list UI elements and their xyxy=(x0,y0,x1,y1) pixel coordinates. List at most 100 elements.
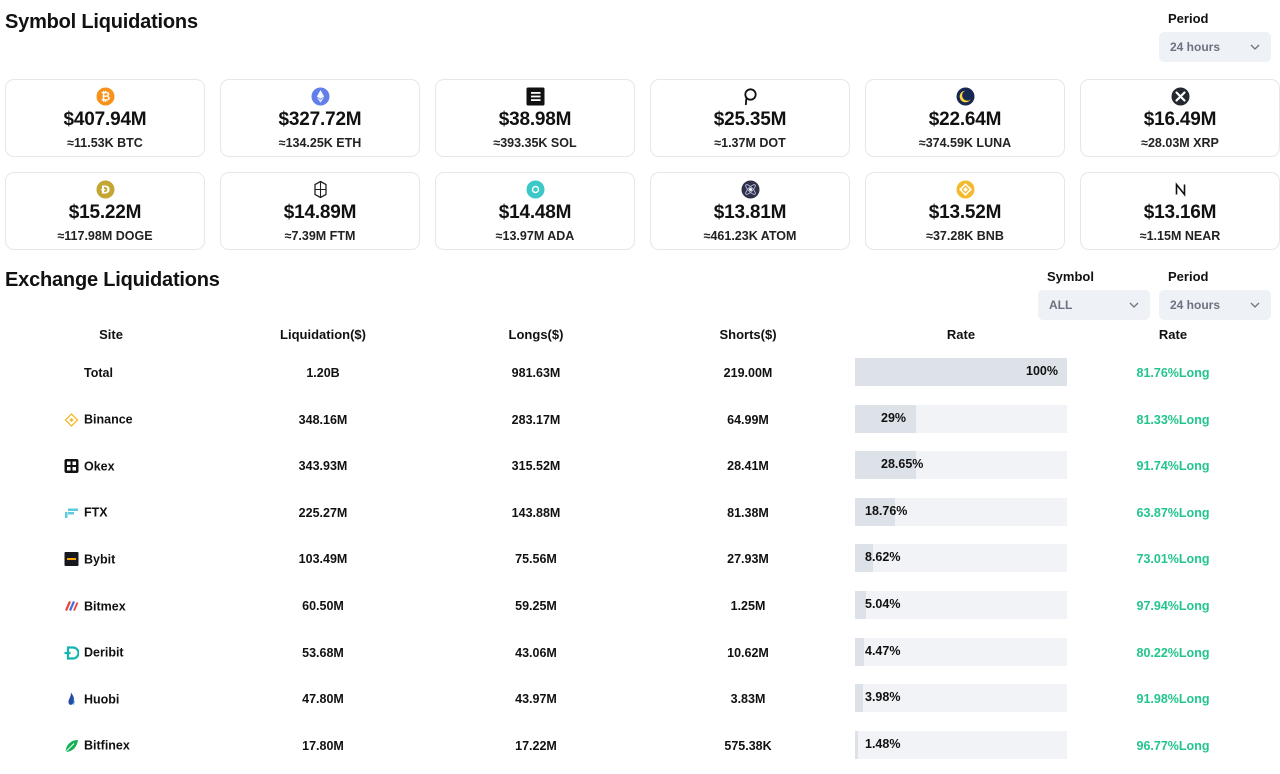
share-bar: 4.47% xyxy=(855,637,1067,666)
liquidation-cell: 225.27M xyxy=(298,505,348,520)
table-row[interactable]: Deribit 53.68M 43.06M 10.62M 4.47% 80.22%Long xyxy=(0,635,1280,671)
period-select[interactable]: 24 hours xyxy=(1159,32,1271,62)
share-percent: 18.76% xyxy=(865,503,908,518)
share-percent: 5.04% xyxy=(865,597,901,611)
terra-luna-icon xyxy=(956,87,975,106)
share-bar: 3.98% xyxy=(855,684,1067,713)
symbol-card[interactable]: $13.16M ≈1.15M NEAR xyxy=(1080,172,1280,250)
solana-icon xyxy=(526,87,545,106)
card-coin-amount: ≈461.23K ATOM xyxy=(703,229,797,243)
longs-cell: 283.17M xyxy=(511,412,561,427)
card-coin-amount: ≈374.59K LUNA xyxy=(918,136,1012,150)
longs-cell: 315.52M xyxy=(511,459,561,474)
shorts-cell: 1.25M xyxy=(730,599,766,613)
long-rate: 80.22%Long xyxy=(1136,645,1210,660)
card-liquidation-value: $407.94M xyxy=(63,109,147,130)
symbol-card[interactable]: $22.64M ≈374.59K LUNA xyxy=(865,79,1065,157)
share-percent: 1.48% xyxy=(865,736,901,751)
liquidation-cell: 47.80M xyxy=(302,692,344,707)
long-rate: 63.87%Long xyxy=(1136,505,1210,520)
longs-cell: 143.88M xyxy=(511,505,561,520)
liquidation-cell: 103.49M xyxy=(298,552,348,567)
symbol-select[interactable]: ALL xyxy=(1038,290,1150,320)
near-icon xyxy=(1171,180,1190,199)
longs-cell: 43.97M xyxy=(515,692,557,707)
shorts-cell: 575.38K xyxy=(724,738,772,753)
symbol-card[interactable]: ₿ $407.94M ≈11.53K BTC xyxy=(5,79,205,157)
share-percent: 28.65% xyxy=(881,457,924,472)
svg-text:₿: ₿ xyxy=(100,90,109,104)
header-rate-share: Rate xyxy=(946,327,976,342)
longs-cell: 981.63M xyxy=(511,366,561,380)
symbol-card[interactable]: $38.98M ≈393.35K SOL xyxy=(435,79,635,157)
exchange-period-filter: Period 24 hours xyxy=(1159,269,1271,320)
liquidation-cell: 343.93M xyxy=(298,459,348,474)
longs-cell: 59.25M xyxy=(515,599,557,613)
symbol-label: Symbol xyxy=(1047,269,1094,284)
dogecoin-icon: Ð xyxy=(96,180,115,199)
table-row[interactable]: Bybit 103.49M 75.56M 27.93M 8.62% 73.01%Long xyxy=(0,541,1280,577)
site-name: Binance xyxy=(84,412,133,427)
period-select-value: 24 hours xyxy=(1170,298,1221,312)
symbol-card[interactable]: $13.52M ≈37.28K BNB xyxy=(865,172,1065,250)
card-coin-amount: ≈1.37M DOT xyxy=(714,136,786,150)
table-row[interactable]: Binance 348.16M 283.17M 64.99M 29% 81.33%Long xyxy=(0,402,1280,438)
symbol-card[interactable]: $327.72M ≈134.25K ETH xyxy=(220,79,420,157)
card-coin-amount: ≈393.35K SOL xyxy=(493,136,577,150)
site-name: Huobi xyxy=(84,692,120,707)
symbol-card[interactable]: $14.48M ≈13.97M ADA xyxy=(435,172,635,250)
share-bar-fill xyxy=(855,544,874,573)
site-cell: Bitfinex xyxy=(64,738,130,753)
longs-cell: 17.22M xyxy=(515,738,557,753)
symbol-select-value: ALL xyxy=(1049,298,1073,312)
long-rate: 96.77%Long xyxy=(1136,738,1210,753)
share-bar-fill xyxy=(855,404,917,433)
symbol-card[interactable]: $13.81M ≈461.23K ATOM xyxy=(650,172,850,250)
shorts-cell: 27.93M xyxy=(727,552,769,567)
symbol-cards-grid: ₿ $407.94M ≈11.53K BTC $327.72M ≈134.25K ETH… xyxy=(5,79,1280,250)
symbol-card[interactable]: $16.49M ≈28.03M XRP xyxy=(1080,79,1280,157)
site-name: FTX xyxy=(84,505,108,520)
okex-icon xyxy=(64,459,79,474)
site-name: Bybit xyxy=(84,552,116,567)
table-row[interactable]: Huobi 47.80M 43.97M 3.83M 3.98% 91.98%Long xyxy=(0,681,1280,717)
shorts-cell: 81.38M xyxy=(727,505,769,520)
card-liquidation-value: $14.48M xyxy=(498,202,572,223)
symbol-card[interactable]: Ð $15.22M ≈117.98M DOGE xyxy=(5,172,205,250)
table-header: Site Liquidation($) Longs($) Shorts($) R… xyxy=(0,327,1280,345)
table-row[interactable]: Bitmex 60.50M 59.25M 1.25M 5.04% 97.94%Long xyxy=(0,588,1280,624)
table-row[interactable]: Total 1.20B 981.63M 219.00M 100% 81.76%Long xyxy=(0,355,1280,391)
card-liquidation-value: $327.72M xyxy=(278,109,362,130)
bitmex-icon xyxy=(64,599,79,614)
table-row[interactable]: FTX 225.27M 143.88M 81.38M 18.76% 63.87%Long xyxy=(0,495,1280,531)
table-row[interactable]: Bitfinex 17.80M 17.22M 575.38K 1.48% 96.77%Lo… xyxy=(0,728,1280,764)
symbol-card[interactable]: $14.89M ≈7.39M FTM xyxy=(220,172,420,250)
share-bar-fill xyxy=(855,451,916,480)
site-name: Bitfinex xyxy=(84,738,130,753)
table-row[interactable]: Okex 343.93M 315.52M 28.41M 28.65% 91.74%Long xyxy=(0,448,1280,484)
card-liquidation-value: $13.52M xyxy=(928,202,1002,223)
longs-cell: 75.56M xyxy=(515,552,557,567)
card-liquidation-value: $14.89M xyxy=(283,202,357,223)
period-select-value: 24 hours xyxy=(1170,40,1221,54)
binance-icon xyxy=(64,412,79,427)
bitfinex-icon xyxy=(64,738,79,753)
share-bar-fill xyxy=(855,730,859,759)
xrp-icon xyxy=(1171,87,1190,106)
site-cell: Huobi xyxy=(64,692,119,707)
share-bar: 28.65% xyxy=(855,451,1067,480)
card-liquidation-value: $15.22M xyxy=(68,202,142,223)
period-select[interactable]: 24 hours xyxy=(1159,290,1271,320)
chevron-down-icon xyxy=(1250,302,1260,308)
card-liquidation-value: $16.49M xyxy=(1143,109,1217,130)
site-cell: Binance xyxy=(64,412,133,427)
symbol-card[interactable]: $25.35M ≈1.37M DOT xyxy=(650,79,850,157)
header-longs: Longs($) xyxy=(508,327,564,342)
header-site: Site xyxy=(99,327,123,342)
site-name: Okex xyxy=(84,459,115,474)
fantom-icon xyxy=(311,180,330,199)
share-percent: 4.47% xyxy=(865,643,901,658)
long-rate: 91.98%Long xyxy=(1136,692,1210,707)
share-bar: 29% xyxy=(855,404,1067,433)
share-bar-fill xyxy=(855,358,1067,386)
